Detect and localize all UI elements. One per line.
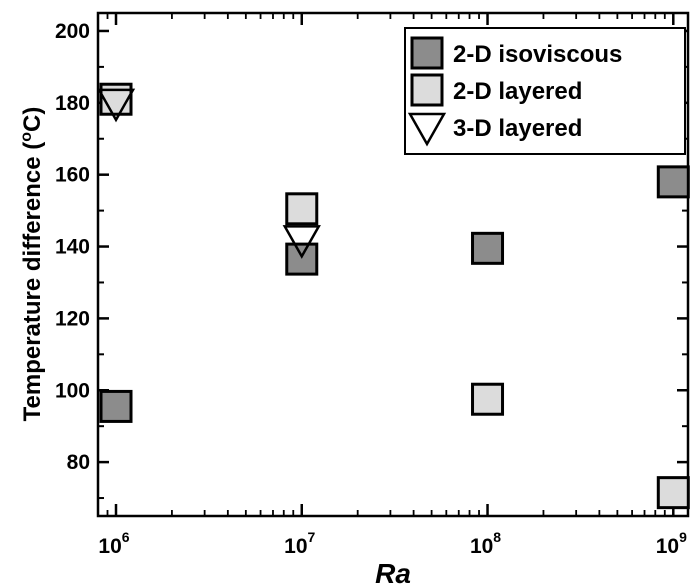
x-tick-exponent: 9 xyxy=(679,529,687,545)
legend-label-0: 2-D isoviscous xyxy=(453,41,622,68)
y-tick-label-80: 80 xyxy=(67,451,90,474)
y-axis-label-main: Temperature difference ( xyxy=(19,142,46,422)
point-2-d-layered-3 xyxy=(656,476,690,510)
legend-label-2: 3-D layered xyxy=(453,115,582,142)
legend: 2-D isoviscous 2-D layered 3-D layered xyxy=(404,27,686,155)
x-axis-label: Ra xyxy=(375,558,411,587)
y-tick-label-120: 120 xyxy=(55,307,90,330)
y-axis-label: Temperature difference (oC) xyxy=(18,107,46,422)
legend-marker-0 xyxy=(410,36,444,70)
point-2-d-layered-1 xyxy=(285,192,319,226)
point-2-d-isoviscous-0 xyxy=(99,389,133,423)
y-tick-label-180: 180 xyxy=(55,92,90,115)
point-3-d-layered-0 xyxy=(96,88,136,123)
x-tick-exponent: 6 xyxy=(122,529,130,545)
y-axis-label-degree: o xyxy=(18,132,35,142)
x-tick-label-7: 107 xyxy=(284,529,315,558)
legend-box xyxy=(404,27,686,155)
x-axis-ticks: 106 107 108 109 xyxy=(98,13,687,558)
x-tick-label-9: 109 xyxy=(656,529,687,558)
x-tick-base: 10 xyxy=(470,535,493,558)
point-2-d-isoviscous-1 xyxy=(285,242,319,276)
legend-marker-1 xyxy=(410,73,444,107)
point-3-d-layered-1 xyxy=(282,225,321,259)
x-tick-label-6: 106 xyxy=(98,529,129,558)
x-tick-base: 10 xyxy=(284,535,307,558)
legend-marker-2 xyxy=(407,112,447,147)
y-axis-label-unit: C) xyxy=(19,107,46,132)
y-tick-label-100: 100 xyxy=(55,379,90,402)
y-tick-label-140: 140 xyxy=(55,236,90,259)
y-axis-ticks: 80 100 120 140 160 180 200 xyxy=(55,20,688,500)
point-2-d-layered-2 xyxy=(471,382,505,416)
x-tick-exponent: 7 xyxy=(308,529,316,545)
point-2-d-isoviscous-3 xyxy=(656,165,690,199)
y-tick-label-160: 160 xyxy=(55,164,90,187)
x-tick-exponent: 8 xyxy=(493,529,501,545)
x-tick-base: 10 xyxy=(98,535,121,558)
y-tick-label-200: 200 xyxy=(55,20,90,43)
x-tick-base: 10 xyxy=(656,535,679,558)
point-2-d-isoviscous-2 xyxy=(471,231,505,265)
x-tick-label-8: 108 xyxy=(470,529,501,558)
data-points xyxy=(96,82,690,510)
legend-label-1: 2-D layered xyxy=(453,78,582,105)
plot-frame xyxy=(96,11,690,518)
